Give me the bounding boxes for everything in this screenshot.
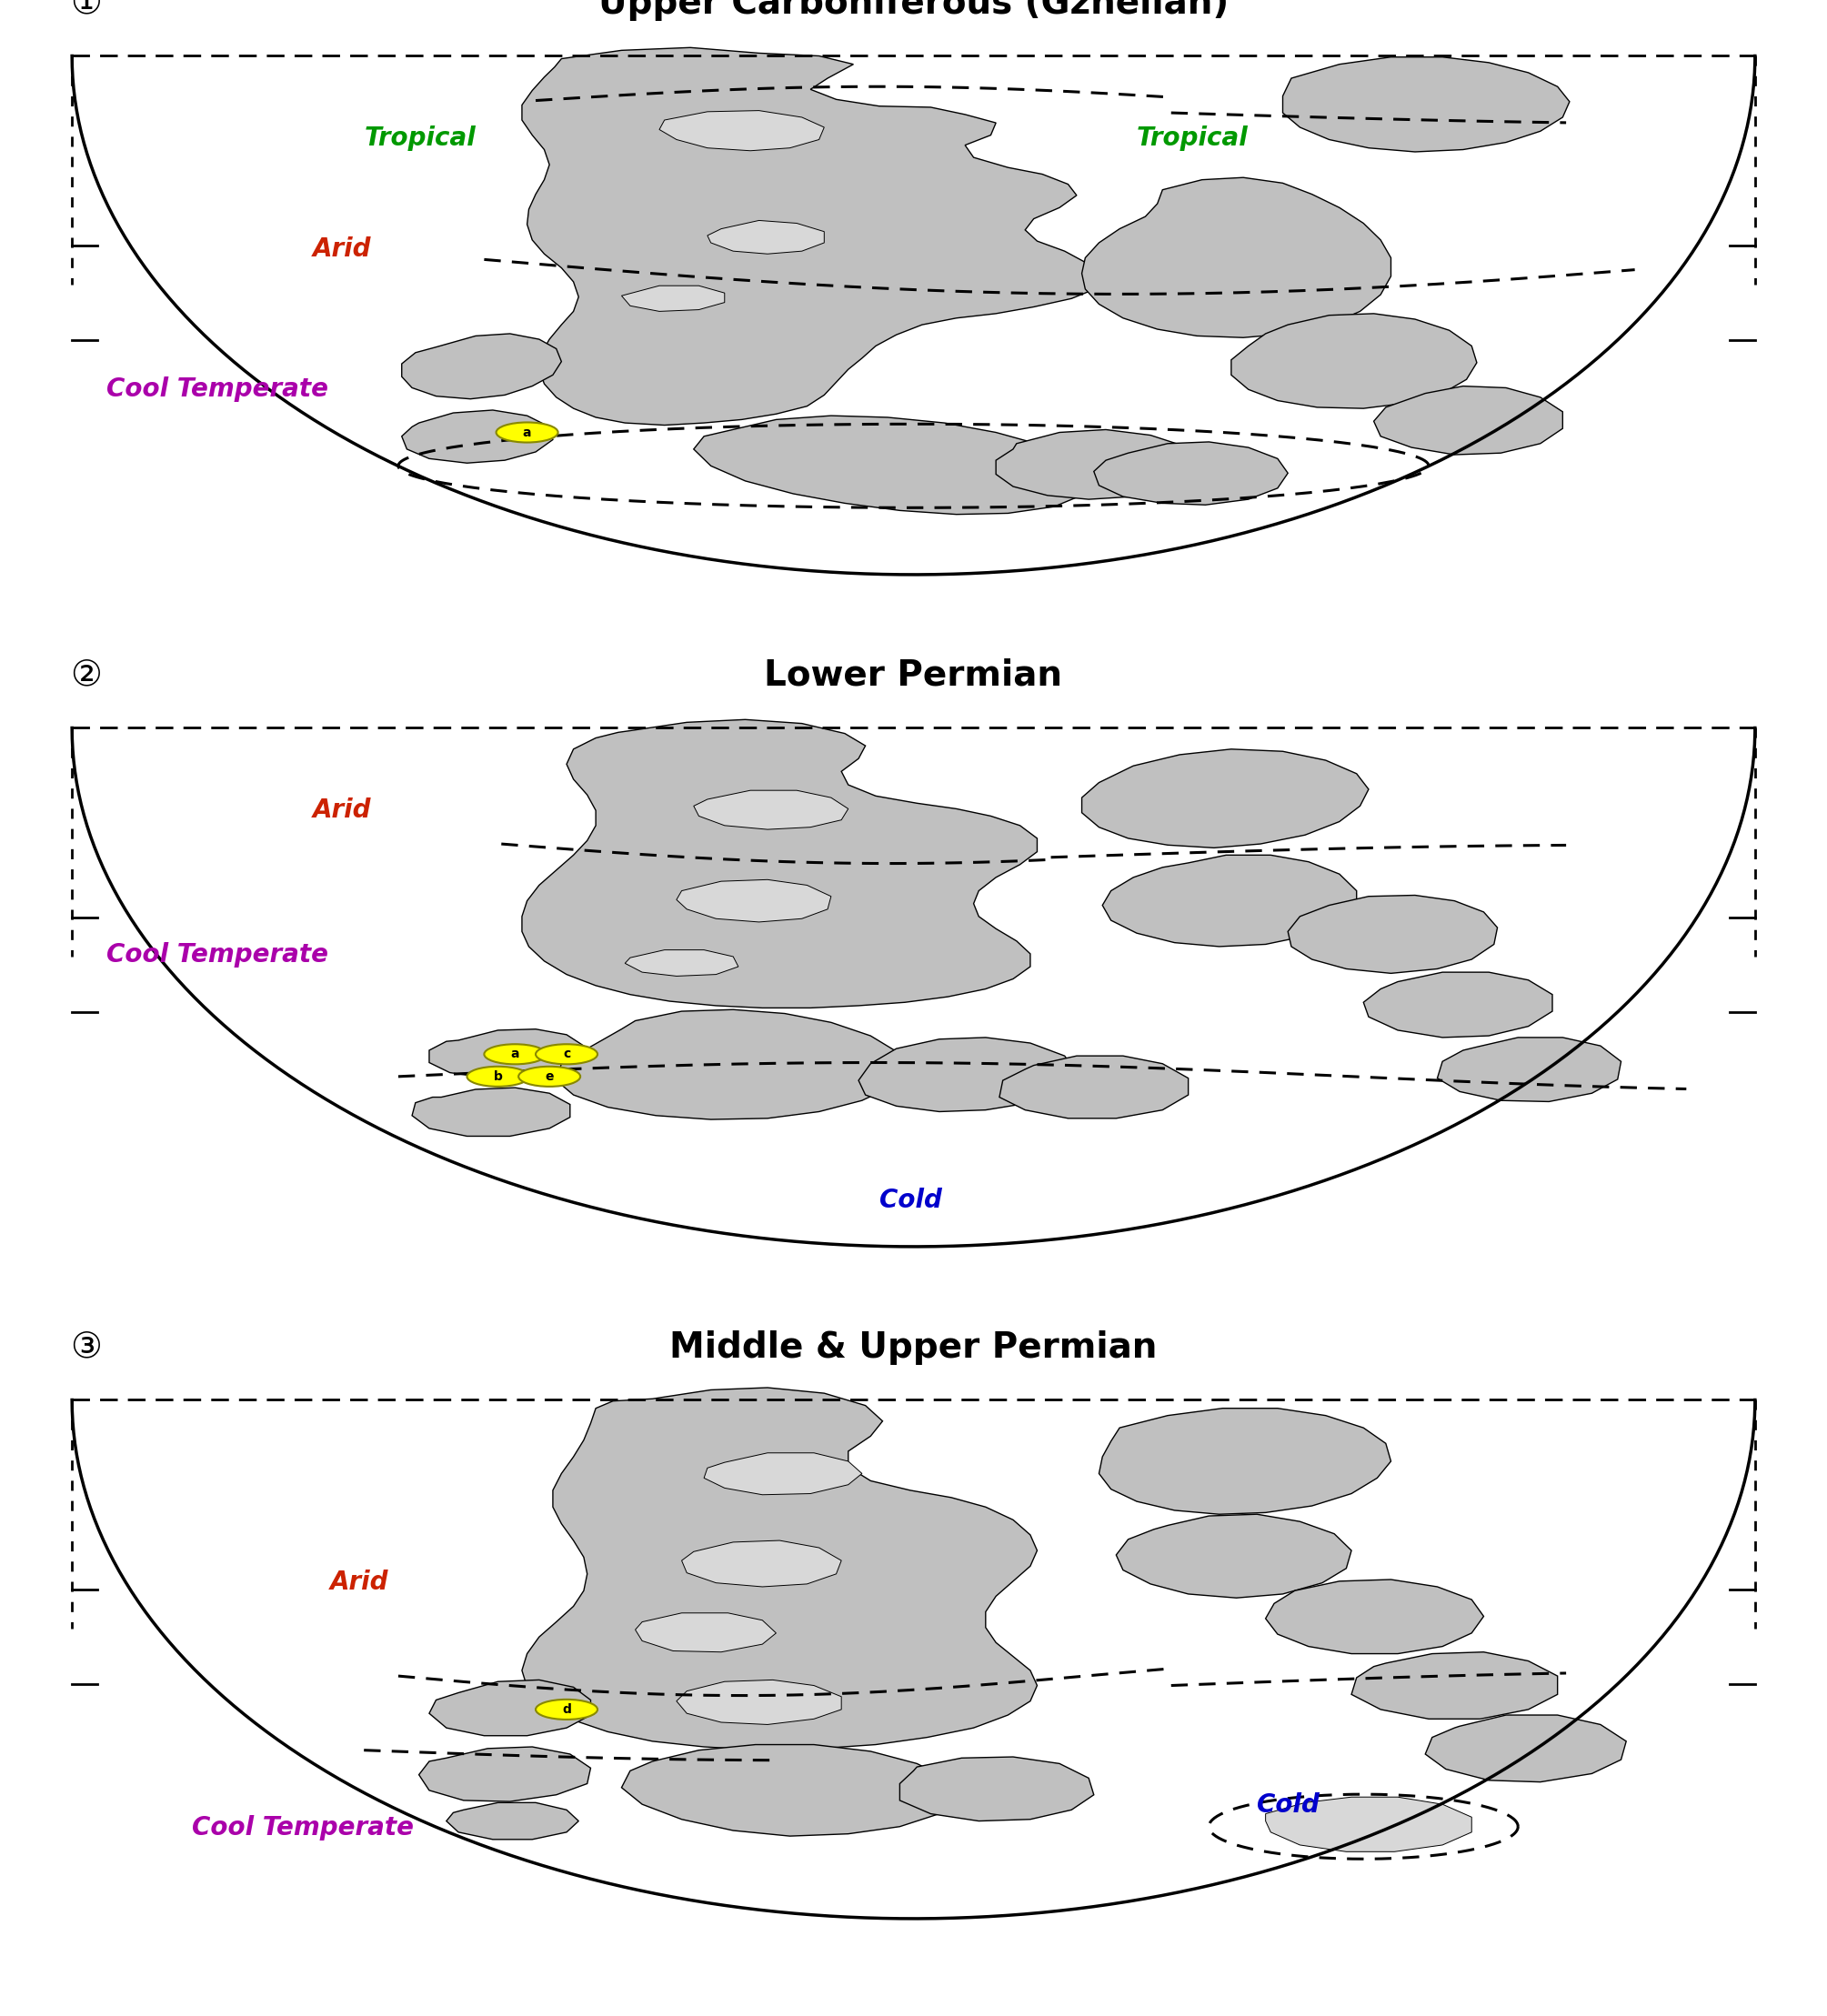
- Polygon shape: [996, 429, 1202, 500]
- Text: ①: ①: [69, 0, 102, 20]
- Polygon shape: [636, 1613, 776, 1651]
- Polygon shape: [413, 1089, 570, 1137]
- Polygon shape: [676, 879, 831, 921]
- Circle shape: [484, 1044, 546, 1064]
- Polygon shape: [523, 1387, 1038, 1750]
- Text: Arid: Arid: [329, 1570, 389, 1595]
- Circle shape: [535, 1044, 597, 1064]
- Text: a: a: [512, 1048, 519, 1060]
- Text: Lower Permian: Lower Permian: [764, 657, 1063, 694]
- Circle shape: [535, 1699, 597, 1720]
- Polygon shape: [446, 1802, 579, 1839]
- Polygon shape: [1352, 1651, 1557, 1720]
- Polygon shape: [621, 1744, 957, 1837]
- Text: Tropical: Tropical: [1136, 125, 1248, 151]
- Text: Cold: Cold: [879, 1187, 941, 1214]
- Polygon shape: [418, 1746, 590, 1802]
- Polygon shape: [1102, 855, 1357, 948]
- Polygon shape: [1363, 972, 1553, 1038]
- Polygon shape: [1283, 56, 1569, 151]
- Text: ②: ②: [69, 657, 102, 694]
- Text: d: d: [563, 1704, 572, 1716]
- Polygon shape: [999, 1056, 1188, 1119]
- Text: Arid: Arid: [312, 796, 371, 823]
- Polygon shape: [1374, 387, 1562, 456]
- Text: Middle & Upper Permian: Middle & Upper Permian: [671, 1331, 1156, 1365]
- Polygon shape: [523, 48, 1102, 425]
- Polygon shape: [1425, 1716, 1626, 1782]
- Text: Upper Carboniferous (Gzhelian): Upper Carboniferous (Gzhelian): [597, 0, 1230, 20]
- Polygon shape: [1231, 314, 1476, 409]
- Text: Cool Temperate: Cool Temperate: [106, 377, 329, 401]
- Polygon shape: [681, 1540, 842, 1587]
- Text: Cold: Cold: [1257, 1792, 1319, 1818]
- Polygon shape: [1438, 1038, 1621, 1101]
- Circle shape: [497, 423, 557, 442]
- Polygon shape: [625, 950, 738, 976]
- Polygon shape: [1266, 1796, 1471, 1851]
- Polygon shape: [1082, 177, 1390, 337]
- Polygon shape: [694, 415, 1094, 514]
- Polygon shape: [1082, 750, 1368, 849]
- Text: Tropical: Tropical: [364, 125, 475, 151]
- Polygon shape: [1100, 1409, 1390, 1514]
- Circle shape: [468, 1066, 528, 1087]
- Text: Arid: Arid: [312, 236, 371, 262]
- Polygon shape: [1288, 895, 1498, 974]
- Polygon shape: [402, 335, 561, 399]
- Polygon shape: [1094, 442, 1288, 504]
- Polygon shape: [621, 286, 725, 310]
- Text: ③: ③: [69, 1331, 102, 1365]
- Polygon shape: [1266, 1579, 1484, 1653]
- Polygon shape: [555, 1010, 904, 1119]
- Text: c: c: [563, 1048, 570, 1060]
- Polygon shape: [429, 1028, 585, 1079]
- Polygon shape: [523, 720, 1038, 1008]
- Polygon shape: [402, 409, 554, 464]
- Polygon shape: [859, 1038, 1076, 1111]
- Circle shape: [519, 1066, 581, 1087]
- Polygon shape: [429, 1679, 590, 1736]
- Polygon shape: [899, 1756, 1094, 1820]
- Polygon shape: [660, 111, 824, 151]
- Polygon shape: [694, 790, 848, 829]
- Text: Cool Temperate: Cool Temperate: [106, 941, 329, 968]
- Text: Cool Temperate: Cool Temperate: [192, 1814, 415, 1841]
- Polygon shape: [676, 1679, 842, 1724]
- Text: a: a: [523, 425, 532, 439]
- Text: e: e: [544, 1070, 554, 1083]
- Polygon shape: [1116, 1514, 1352, 1599]
- Text: b: b: [493, 1070, 502, 1083]
- Polygon shape: [703, 1454, 862, 1494]
- Polygon shape: [707, 220, 824, 254]
